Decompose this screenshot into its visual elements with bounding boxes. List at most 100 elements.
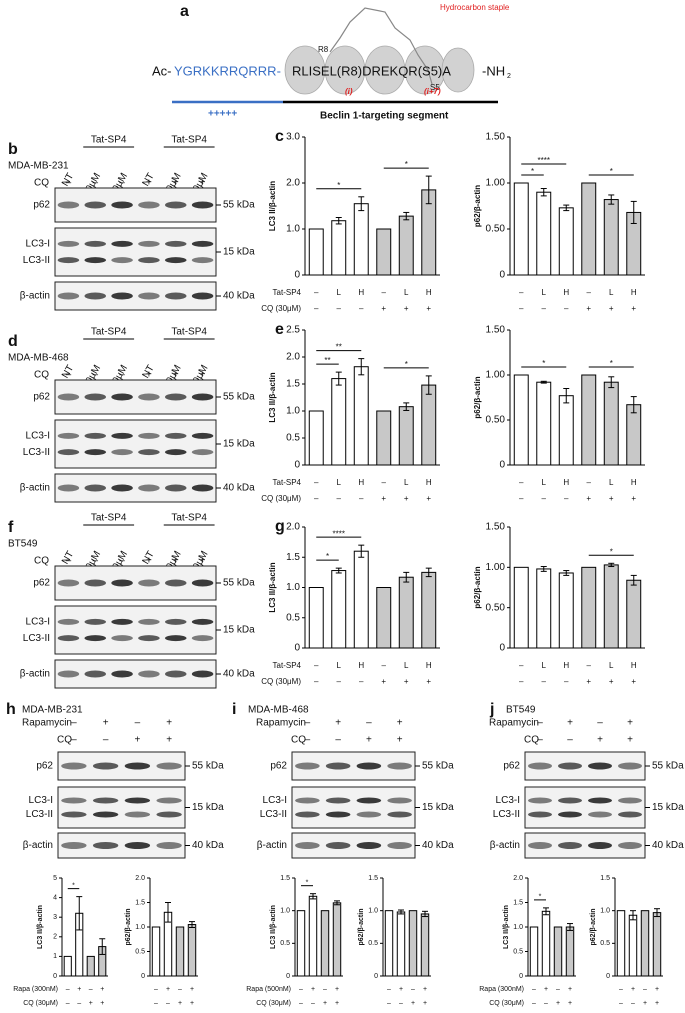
x-row-mark: – [532, 986, 536, 993]
band [325, 811, 351, 818]
blot [57, 786, 186, 829]
treatment-mark: + [366, 735, 372, 746]
band [191, 292, 214, 300]
x-row-mark: H [358, 661, 364, 670]
x-row-mark: H [631, 661, 637, 670]
band [57, 432, 80, 439]
x-row-mark: – [387, 1000, 391, 1007]
band [84, 449, 106, 456]
band [528, 842, 552, 849]
x-row-mark: – [337, 677, 342, 686]
bar [536, 381, 552, 466]
treatment-mark: – [66, 178, 72, 189]
treatment-mark: – [537, 718, 543, 729]
x-row-mark: + [631, 304, 636, 313]
x-row-name: Tat-SP4 [273, 288, 302, 297]
treatment-mark: + [200, 178, 206, 189]
treatment-mark: – [71, 718, 77, 729]
y-tick-label: 3.0 [286, 132, 300, 143]
bar [626, 404, 642, 466]
treatment-mark: + [166, 735, 172, 746]
panel-letter: c [275, 128, 284, 145]
bar [626, 579, 642, 649]
sequence: RLISEL(R8)DREKQR(S5)A [292, 63, 451, 78]
y-axis-label: LC3 II/β-actin [37, 905, 44, 949]
band [111, 240, 133, 247]
y-tick-label: 0 [499, 643, 505, 654]
band [111, 670, 133, 678]
x-row-mark: + [404, 304, 409, 313]
sig-label: * [405, 160, 408, 169]
row-label: LC3-I [496, 795, 520, 806]
bar [420, 913, 430, 977]
x-row-mark: – [154, 986, 158, 993]
treatment-name: CQ [34, 370, 49, 381]
band [295, 797, 320, 804]
band [124, 762, 151, 770]
sig-label: * [539, 894, 542, 901]
x-row-mark: + [609, 494, 614, 503]
x-row-mark: L [609, 661, 614, 670]
band [588, 797, 612, 804]
treatment-mark: – [119, 556, 125, 567]
band [528, 797, 552, 804]
x-row-mark: – [631, 1000, 635, 1007]
kda-label: 55 kDa [192, 761, 224, 772]
row-label: LC3-II [23, 255, 50, 266]
band [57, 449, 80, 456]
y-tick-label: 1.5 [513, 899, 523, 906]
x-row-mark: – [299, 986, 303, 993]
blot [54, 227, 217, 277]
x-row-mark: – [542, 677, 547, 686]
band [138, 579, 160, 587]
band [84, 484, 106, 492]
band [57, 393, 80, 401]
x-row-mark: – [66, 986, 70, 993]
blot [54, 605, 217, 655]
y-tick-label: 0.5 [135, 948, 145, 955]
x-row-mark: + [655, 1000, 659, 1007]
y-tick-label: 0.5 [286, 612, 300, 623]
band [57, 292, 80, 300]
band [356, 842, 382, 849]
bar [332, 902, 342, 977]
sig-label: * [337, 181, 340, 190]
treatment-mark: + [335, 718, 341, 729]
bar [581, 566, 597, 649]
x-row-mark: – [166, 1000, 170, 1007]
sig-label: ** [336, 343, 342, 352]
band [138, 201, 160, 209]
x-row-mark: – [77, 1000, 81, 1007]
x-row-mark: H [631, 478, 637, 487]
row-label: p62 [33, 200, 50, 211]
nh2: -NH [482, 63, 505, 78]
x-row-mark: + [655, 986, 659, 993]
y-tick-label: 1.50 [486, 325, 506, 336]
x-row-mark: + [335, 1000, 339, 1007]
kda-label: 15 kDa [652, 802, 684, 813]
x-row-mark: + [426, 304, 431, 313]
treatment-mark: + [134, 735, 140, 746]
band [84, 432, 106, 439]
band [138, 670, 160, 678]
row-label: LC3-II [23, 633, 50, 644]
band [165, 618, 187, 625]
helix [284, 45, 475, 95]
y-tick-label: 1.0 [286, 224, 300, 235]
treatment-mark: – [597, 718, 603, 729]
treatment-mark: + [146, 178, 152, 189]
kda-label: 55 kDa [652, 761, 684, 772]
band [156, 842, 182, 849]
band [387, 811, 412, 818]
cell-line: MDA-MB-468 [248, 705, 309, 716]
y-tick-label: 1.0 [368, 908, 378, 915]
y-tick-label: 1.5 [280, 875, 290, 882]
bar [541, 910, 551, 977]
x-row-mark: L [337, 478, 342, 487]
kda-label: 15 kDa [422, 802, 454, 813]
x-row-mark: + [399, 986, 403, 993]
x-row-mark: L [542, 478, 547, 487]
x-row-mark: L [609, 288, 614, 297]
x-row-mark: – [564, 677, 569, 686]
x-row-mark: – [542, 304, 547, 313]
